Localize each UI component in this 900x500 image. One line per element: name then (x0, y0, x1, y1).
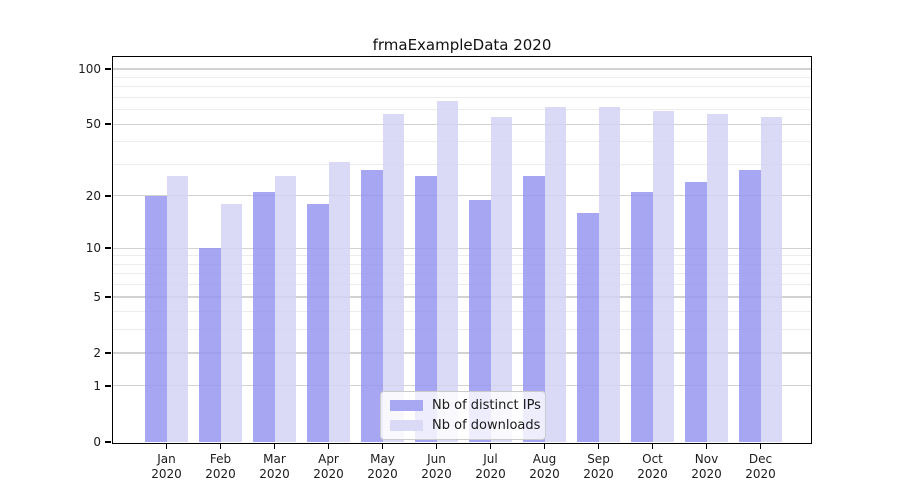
bar-ips-jul (469, 199, 491, 442)
y-tick-label-20: 20 (85, 188, 101, 203)
x-tick-jun (435, 443, 438, 449)
bar-downloads-jun (436, 100, 458, 442)
gridline-minor-8 (113, 263, 811, 265)
gridline-minor-60 (113, 109, 811, 111)
x-tick-oct (651, 443, 654, 449)
x-tick-jan (165, 443, 168, 449)
bar-downloads-aug (544, 107, 566, 442)
x-tick-dec (759, 443, 762, 449)
x-tick-label-dec: Dec 2020 (745, 452, 776, 481)
gridline-minor-90 (113, 76, 811, 78)
bar-ips-may (361, 169, 383, 442)
chart-title: frmaExampleData 2020 (372, 36, 552, 54)
x-tick-label-oct: Oct 2020 (637, 452, 668, 481)
bar-downloads-may (382, 113, 404, 442)
bar-downloads-jan (166, 175, 188, 442)
bar-ips-jun (415, 175, 437, 442)
x-tick-nov (705, 443, 708, 449)
gridline-minor-70 (113, 96, 811, 98)
plot-inner: 100 50 20 10 5 2 1 0 Jan 2020 Feb 2020 Mar 2020 Apr… (78, 57, 811, 481)
x-tick-label-apr: Apr 2020 (313, 452, 344, 481)
bar-downloads-feb (220, 203, 242, 442)
bar-ips-mar (253, 192, 275, 442)
bar-ips-jan (145, 195, 167, 442)
gridline-major-50 (113, 123, 811, 125)
gridline-major-2 (113, 352, 811, 354)
legend: Nb of distinct IPs Nb of downloads (380, 391, 546, 440)
legend-item-distinct-ips: Nb of distinct IPs (390, 398, 541, 413)
gridline-minor-6 (113, 284, 811, 286)
plot-area: 100 50 20 10 5 2 1 0 Jan 2020 Feb 2020 Mar 2020 Apr… (78, 56, 812, 481)
gridline-minor-4 (113, 311, 811, 313)
y-tick-label-100: 100 (78, 62, 101, 76)
gridline-major-20 (113, 195, 811, 197)
x-tick-jul (489, 443, 492, 449)
bar-ips-aug (523, 175, 545, 442)
legend-swatch-downloads-icon (390, 420, 423, 431)
y-tick-label-0: 0 (93, 434, 101, 449)
y-tick-20 (105, 195, 112, 197)
legend-item-downloads: Nb of downloads (390, 418, 540, 433)
bar-downloads-nov (706, 113, 728, 442)
y-tick-label-5: 5 (93, 290, 101, 305)
x-tick-mar (273, 443, 276, 449)
x-tick-label-jul: Jul 2020 (475, 452, 506, 481)
bar-ips-nov (685, 181, 707, 442)
x-tick-label-feb: Feb 2020 (205, 452, 236, 481)
bar-downloads-dec (760, 116, 782, 442)
legend-swatch-distinct-ips-icon (390, 400, 423, 411)
gridline-major-10 (113, 247, 811, 249)
bar-ips-apr (307, 203, 329, 442)
y-tick-100 (105, 68, 112, 70)
x-tick-aug (543, 443, 546, 449)
y-tick-label-1: 1 (93, 378, 101, 393)
y-tick-2 (105, 352, 112, 354)
y-tick-5 (105, 296, 112, 298)
bar-downloads-mar (274, 175, 296, 442)
y-tick-label-50: 50 (85, 117, 101, 132)
y-tick-label-10: 10 (85, 241, 101, 256)
x-tick-label-may: May 2020 (367, 452, 398, 481)
bar-ips-oct (631, 192, 653, 442)
gridline-minor-7 (113, 273, 811, 275)
x-tick-label-jan: Jan 2020 (151, 452, 182, 481)
legend-label-downloads: Nb of downloads (432, 418, 541, 433)
x-tick-feb (219, 443, 222, 449)
gridline-major-100 (113, 68, 811, 70)
y-tick-10 (105, 247, 112, 249)
y-tick-50 (105, 123, 112, 125)
gridline-minor-3 (113, 329, 811, 331)
x-tick-label-jun: Jun 2020 (421, 452, 452, 481)
y-tick-label-2: 2 (93, 346, 101, 361)
bar-ips-feb (199, 248, 221, 442)
y-tick-1 (105, 385, 112, 387)
bar-downloads-apr (328, 161, 350, 442)
gridline-minor-40 (113, 141, 811, 143)
gridline-major-1 (113, 385, 811, 387)
gridline-major-5 (113, 296, 811, 298)
bar-downloads-oct (652, 111, 674, 442)
legend-label-distinct-ips: Nb of distinct IPs (432, 398, 541, 413)
gridline-minor-80 (113, 86, 811, 88)
y-tick-0 (105, 441, 112, 443)
x-tick-may (381, 443, 384, 449)
bar-ips-sep (577, 212, 599, 442)
bar-downloads-jul (490, 116, 512, 442)
x-tick-sep (597, 443, 600, 449)
x-tick-label-mar: Mar 2020 (259, 452, 290, 481)
gridline-minor-30 (113, 163, 811, 165)
x-tick-apr (327, 443, 330, 449)
x-tick-label-aug: Aug 2020 (529, 452, 560, 481)
bar-ips-dec (739, 169, 761, 442)
gridline-minor-9 (113, 255, 811, 257)
x-tick-label-sep: Sep 2020 (583, 452, 614, 481)
x-tick-label-nov: Nov 2020 (691, 452, 722, 481)
bar-downloads-sep (598, 107, 620, 442)
